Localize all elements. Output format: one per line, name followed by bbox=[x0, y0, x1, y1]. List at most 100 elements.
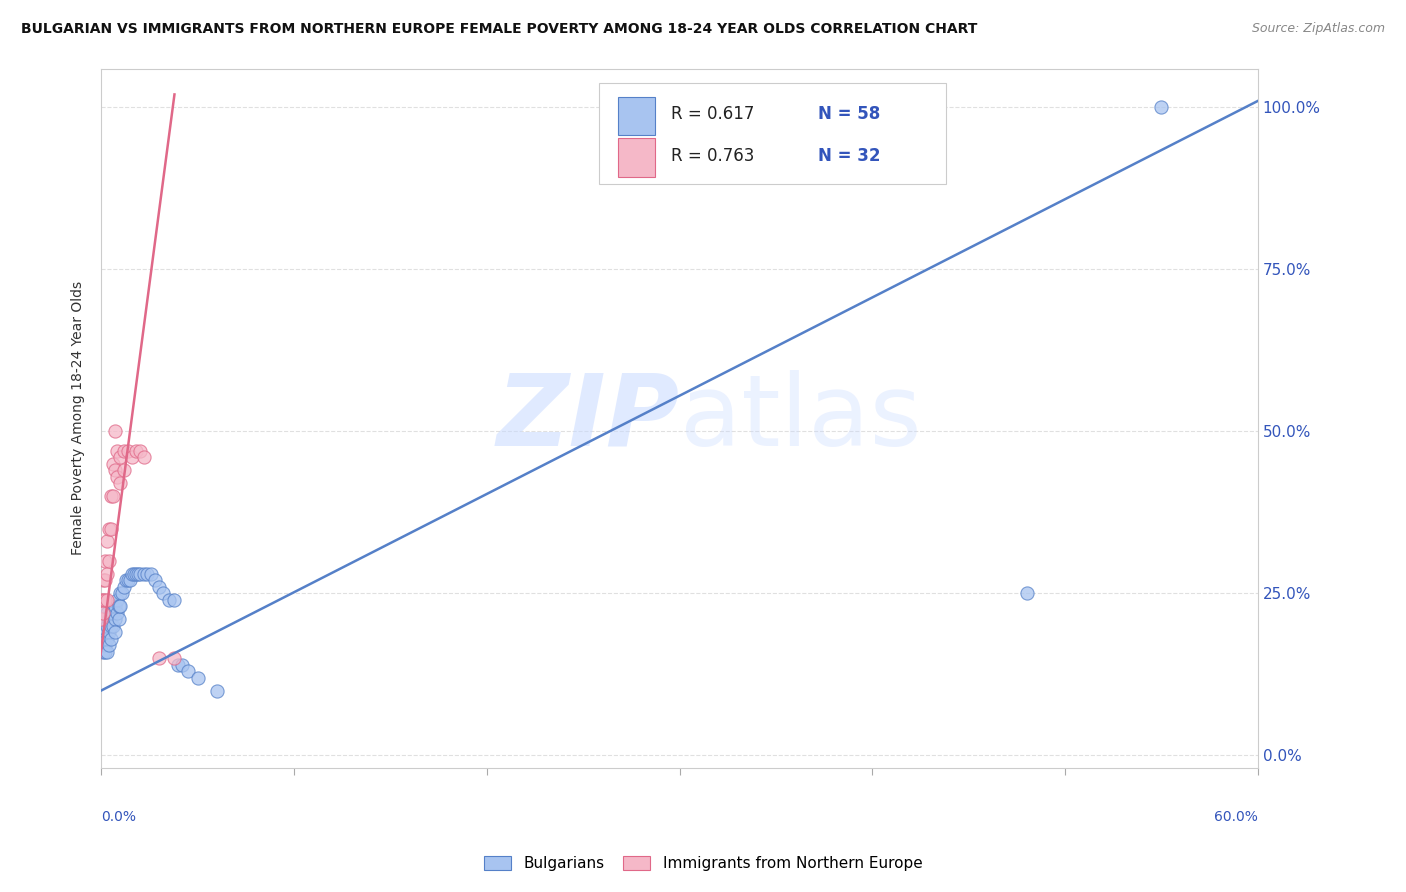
Point bbox=[110, 586, 132, 600]
Point bbox=[94, 625, 117, 640]
Point bbox=[111, 586, 134, 600]
Point bbox=[157, 592, 180, 607]
Point bbox=[100, 618, 122, 632]
Point bbox=[132, 450, 155, 465]
Point bbox=[125, 566, 148, 581]
Point bbox=[105, 606, 128, 620]
Point bbox=[100, 632, 122, 646]
Point bbox=[91, 592, 114, 607]
Point bbox=[96, 566, 118, 581]
Point bbox=[120, 574, 142, 588]
Bar bbox=[619, 96, 655, 135]
Point bbox=[94, 592, 117, 607]
Point bbox=[94, 645, 117, 659]
Point bbox=[105, 592, 128, 607]
Point bbox=[91, 618, 114, 632]
Point bbox=[96, 592, 118, 607]
Point bbox=[104, 599, 127, 614]
Text: atlas: atlas bbox=[679, 370, 921, 467]
Bar bbox=[619, 138, 655, 177]
Point bbox=[91, 606, 114, 620]
Point bbox=[96, 606, 118, 620]
Point bbox=[97, 554, 120, 568]
FancyBboxPatch shape bbox=[599, 83, 946, 184]
Point bbox=[1015, 586, 1038, 600]
Point bbox=[91, 632, 114, 646]
Point bbox=[94, 554, 117, 568]
Point bbox=[107, 612, 129, 626]
Point bbox=[141, 566, 163, 581]
Point bbox=[122, 566, 145, 581]
Point bbox=[100, 522, 122, 536]
Point bbox=[121, 450, 143, 465]
Point bbox=[90, 618, 112, 632]
Point bbox=[128, 443, 150, 458]
Point bbox=[96, 632, 118, 646]
Point bbox=[128, 566, 150, 581]
Point bbox=[167, 657, 190, 672]
Text: 0.0%: 0.0% bbox=[101, 810, 136, 824]
Point bbox=[107, 599, 129, 614]
Point bbox=[101, 489, 124, 503]
Point bbox=[94, 574, 117, 588]
Point bbox=[97, 612, 120, 626]
Point bbox=[104, 625, 127, 640]
Text: 60.0%: 60.0% bbox=[1213, 810, 1258, 824]
Point bbox=[101, 618, 124, 632]
Point bbox=[125, 443, 148, 458]
Point bbox=[104, 612, 127, 626]
Point bbox=[110, 450, 132, 465]
Point bbox=[115, 574, 138, 588]
Text: R = 0.763: R = 0.763 bbox=[672, 147, 755, 165]
Point bbox=[172, 657, 194, 672]
Point bbox=[91, 574, 114, 588]
Point bbox=[94, 638, 117, 652]
Point bbox=[105, 443, 128, 458]
Point bbox=[104, 463, 127, 477]
Point bbox=[97, 522, 120, 536]
Point bbox=[112, 580, 135, 594]
Point bbox=[136, 566, 159, 581]
Point bbox=[101, 457, 124, 471]
Text: R = 0.617: R = 0.617 bbox=[672, 105, 755, 123]
Point bbox=[148, 651, 170, 665]
Legend: Bulgarians, Immigrants from Northern Europe: Bulgarians, Immigrants from Northern Eur… bbox=[478, 849, 928, 877]
Text: BULGARIAN VS IMMIGRANTS FROM NORTHERN EUROPE FEMALE POVERTY AMONG 18-24 YEAR OLD: BULGARIAN VS IMMIGRANTS FROM NORTHERN EU… bbox=[21, 22, 977, 37]
Point bbox=[100, 489, 122, 503]
Point bbox=[143, 574, 166, 588]
Point bbox=[105, 469, 128, 483]
Point bbox=[104, 425, 127, 439]
Point bbox=[90, 612, 112, 626]
Point bbox=[117, 443, 139, 458]
Point bbox=[90, 592, 112, 607]
Point bbox=[148, 580, 170, 594]
Point bbox=[91, 645, 114, 659]
Point bbox=[110, 476, 132, 491]
Point bbox=[187, 671, 209, 685]
Point bbox=[110, 599, 132, 614]
Point bbox=[91, 638, 114, 652]
Point bbox=[112, 443, 135, 458]
Point bbox=[94, 632, 117, 646]
Y-axis label: Female Poverty Among 18-24 Year Olds: Female Poverty Among 18-24 Year Olds bbox=[72, 281, 86, 556]
Text: Source: ZipAtlas.com: Source: ZipAtlas.com bbox=[1251, 22, 1385, 36]
Point bbox=[1150, 100, 1173, 114]
Point bbox=[91, 625, 114, 640]
Text: N = 32: N = 32 bbox=[818, 147, 880, 165]
Point bbox=[117, 574, 139, 588]
Text: N = 58: N = 58 bbox=[818, 105, 880, 123]
Point bbox=[97, 625, 120, 640]
Point bbox=[152, 586, 174, 600]
Point bbox=[101, 606, 124, 620]
Text: ZIP: ZIP bbox=[496, 370, 679, 467]
Point bbox=[163, 651, 186, 665]
Point bbox=[94, 612, 117, 626]
Point bbox=[91, 599, 114, 614]
Point bbox=[132, 566, 155, 581]
Point bbox=[100, 606, 122, 620]
Point bbox=[127, 566, 149, 581]
Point bbox=[177, 664, 200, 678]
Point bbox=[121, 566, 143, 581]
Point bbox=[163, 592, 186, 607]
Point bbox=[96, 645, 118, 659]
